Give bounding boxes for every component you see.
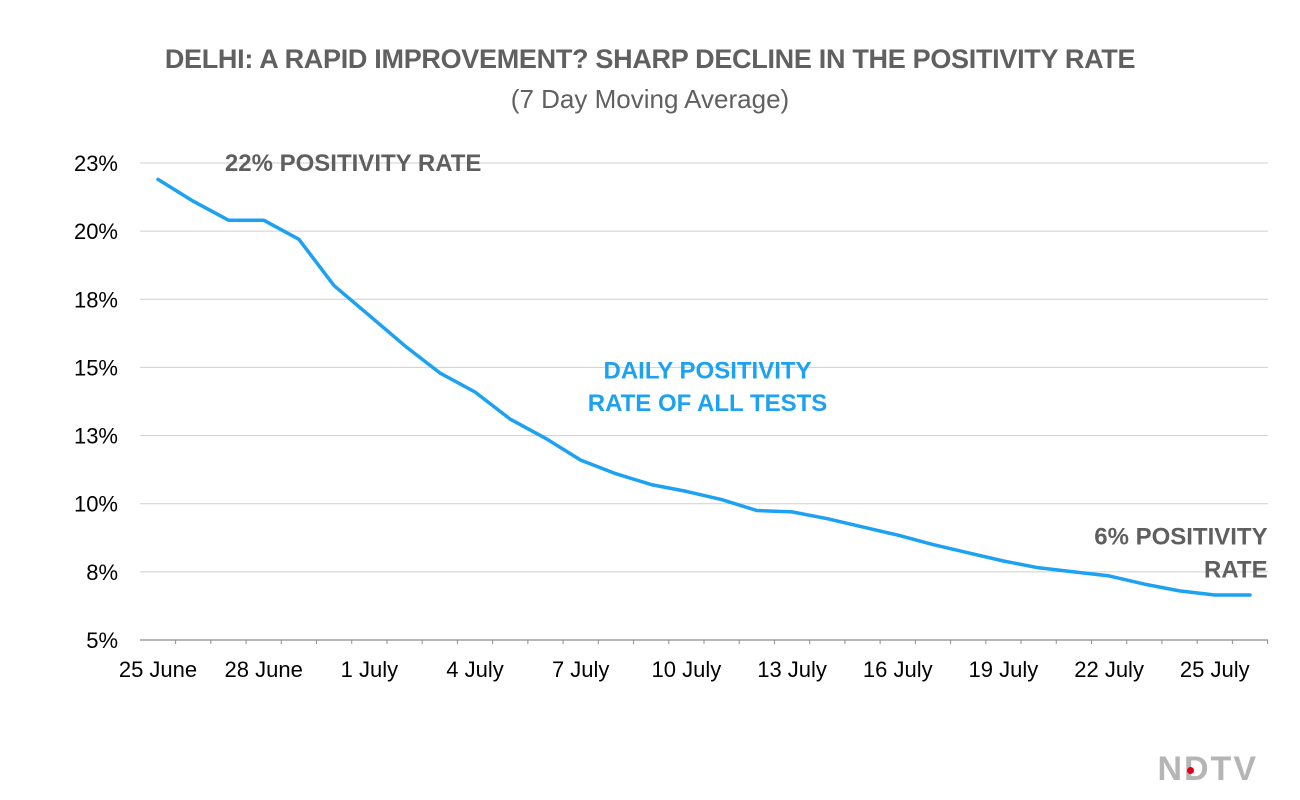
y-tick-label: 15% bbox=[74, 355, 118, 380]
logo-text: NDTV bbox=[1157, 750, 1258, 788]
y-tick-label: 13% bbox=[74, 424, 118, 449]
x-tick-label: 28 June bbox=[225, 657, 303, 682]
chart-subtitle: (7 Day Moving Average) bbox=[510, 84, 790, 114]
y-tick-label: 8% bbox=[86, 560, 118, 585]
annotation-label: DAILY POSITIVITY bbox=[603, 357, 811, 384]
annotation-label: 22% POSITIVITY RATE bbox=[225, 150, 482, 177]
ndtv-logo: NDTV bbox=[1157, 750, 1258, 789]
x-tick-label: 19 July bbox=[969, 657, 1039, 682]
x-tick-label: 7 July bbox=[552, 657, 609, 682]
y-tick-label: 20% bbox=[74, 219, 118, 244]
annotation-label: RATE bbox=[1204, 556, 1268, 583]
x-tick-label: 25 July bbox=[1180, 657, 1250, 682]
logo-red-dot bbox=[1187, 767, 1195, 774]
x-tick-label: 25 June bbox=[119, 657, 197, 682]
annotation-label: RATE OF ALL TESTS bbox=[588, 390, 828, 417]
series-line-positivity-rate bbox=[156, 177, 1252, 597]
y-tick-label: 5% bbox=[86, 628, 118, 653]
x-tick-label: 22 July bbox=[1074, 657, 1144, 682]
x-tick-label: 16 July bbox=[863, 657, 933, 682]
y-tick-label: 10% bbox=[74, 492, 118, 517]
annotation-label: 6% POSITIVITY bbox=[1094, 524, 1267, 551]
y-tick-label: 23% bbox=[74, 151, 118, 176]
y-tick-label: 18% bbox=[74, 287, 118, 312]
x-tick-label: 1 July bbox=[341, 657, 398, 682]
x-tick-label: 10 July bbox=[652, 657, 722, 682]
x-tick-label: 4 July bbox=[446, 657, 503, 682]
x-tick-label: 13 July bbox=[757, 657, 827, 682]
chart-title: DELHI: A RAPID IMPROVEMENT? SHARP DECLIN… bbox=[164, 44, 1136, 74]
